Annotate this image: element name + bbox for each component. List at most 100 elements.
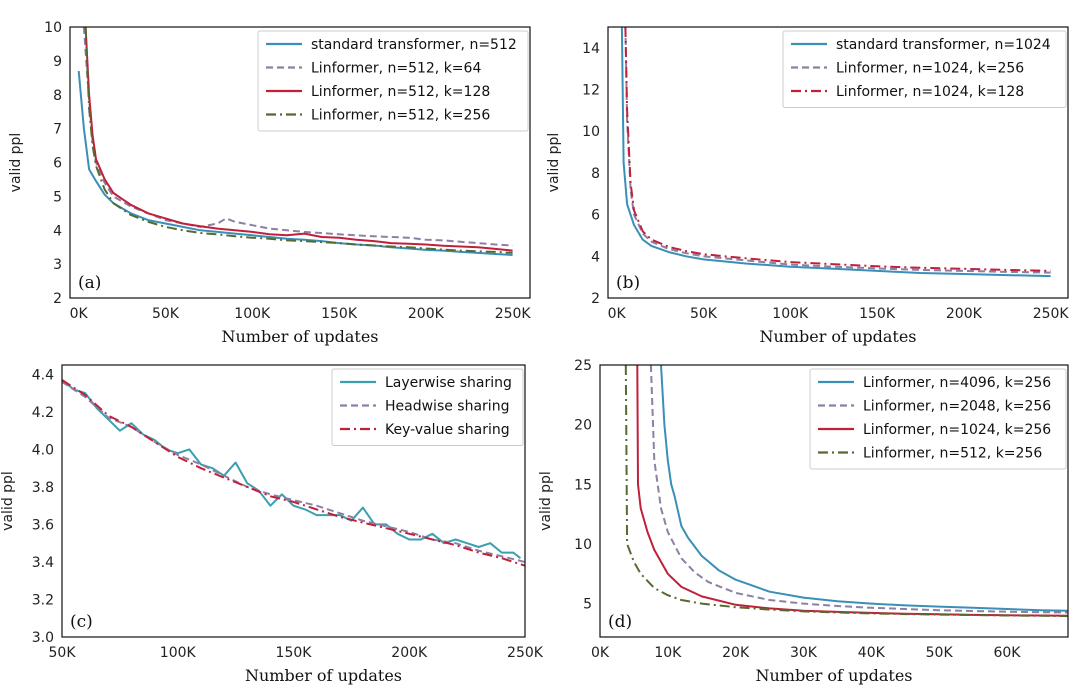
y-tick-label: 15: [574, 477, 592, 493]
series-line-0: [77, 70, 513, 256]
y-axis-label: valid ppl: [538, 471, 554, 531]
y-tick-label: 4: [53, 223, 62, 239]
panel-2: 50K 100K 150K 200K 250K 3.0 3.2 3.4 3.6 3.8 4.0 4.2…: [0, 364, 544, 685]
x-tick-label: 250K: [495, 306, 532, 322]
y-tick-label: 25: [574, 358, 592, 374]
series-line-1: [649, 365, 1068, 614]
y-tick-label: 10: [582, 124, 600, 140]
series-group: [77, 27, 513, 256]
y-tick-label: 3.8: [32, 480, 54, 496]
legend-box: [782, 30, 1067, 108]
legend-box: [809, 368, 1067, 470]
plot-frame: [599, 364, 1069, 638]
legend-entry: Linformer, n=4096, k=256: [863, 375, 1051, 391]
y-tick-label: 3.4: [32, 555, 54, 571]
legend-box: [257, 30, 529, 132]
y-tick-label: 5: [583, 597, 592, 613]
plot-frame: [61, 364, 526, 638]
x-tick-label: 0K: [591, 645, 610, 661]
y-tick-label: 2: [591, 291, 600, 307]
legend-entry: Linformer, n=1024, k=128: [836, 84, 1024, 100]
series-line-1: [62, 381, 525, 563]
y-tick-label: 12: [582, 83, 600, 99]
y-tick-label: 4.2: [32, 405, 54, 421]
legend-entry: Linformer, n=512, k=256: [863, 446, 1042, 462]
x-tick-label: 200K: [391, 645, 428, 661]
x-tick-label: 40K: [858, 645, 886, 661]
plot-frame: [69, 26, 531, 299]
y-tick-label: 14: [582, 41, 600, 57]
legend-entry: Key-value sharing: [385, 422, 510, 438]
y-tick-label: 3.2: [32, 592, 54, 608]
x-tick-label: 30K: [790, 645, 818, 661]
y-tick-label: 3.0: [32, 630, 54, 646]
panel-3: 0K 10K 20K 30K 40K 50K 60K 5 10 15 20 25 Number of u…: [538, 358, 1069, 685]
x-tick-label: 50K: [49, 645, 77, 661]
y-axis-label: valid ppl: [8, 133, 24, 193]
panel-label: (c): [70, 612, 93, 632]
series-line-1: [624, 27, 1051, 274]
x-axis-label: Number of updates: [760, 327, 917, 346]
x-tick-label: 250K: [1033, 306, 1070, 322]
y-tick-label: 2: [53, 291, 62, 307]
legend-entry: standard transformer, n=512: [311, 37, 517, 53]
panel-1: 0K 50K 100K 150K 200K 250K 2 4 6 8 10 12 14 Number of…: [546, 26, 1070, 346]
x-axis-label: Number of updates: [222, 327, 379, 346]
y-tick-label: 3.6: [32, 517, 54, 533]
legend-box: [331, 368, 524, 446]
y-tick-label: 7: [53, 122, 62, 138]
y-tick-label: 6: [591, 208, 600, 224]
x-tick-label: 0K: [70, 306, 89, 322]
panel-label: (b): [616, 273, 640, 293]
legend-entry: standard transformer, n=1024: [836, 37, 1051, 53]
panel-0: 0K 50K 100K 150K 200K 250K 2 3 4 5 6 7 8 9 10 Number of…: [8, 20, 531, 346]
series-line-1: [82, 27, 513, 247]
x-tick-label: 150K: [321, 306, 358, 322]
series-group: [624, 365, 1068, 618]
x-tick-label: 10K: [654, 645, 682, 661]
x-tick-label: 150K: [859, 306, 896, 322]
x-tick-label: 100K: [160, 645, 197, 661]
y-tick-label: 8: [53, 88, 62, 104]
legend-entry: Linformer, n=512, k=64: [311, 61, 481, 77]
x-tick-label: 150K: [276, 645, 313, 661]
y-tick-label: 10: [44, 20, 62, 36]
series-line-2: [84, 27, 513, 252]
series-line-2: [636, 365, 1068, 617]
legend-entry: Linformer, n=1024, k=256: [836, 61, 1024, 77]
legend-entry: Linformer, n=2048, k=256: [863, 399, 1051, 415]
series-line-2: [624, 27, 1051, 272]
x-tick-label: 100K: [234, 306, 271, 322]
x-tick-label: 100K: [772, 306, 809, 322]
x-tick-label: 20K: [722, 645, 750, 661]
x-tick-label: 50K: [926, 645, 954, 661]
x-tick-label: 50K: [152, 306, 180, 322]
y-axis-label: valid ppl: [0, 471, 16, 531]
x-tick-label: 250K: [507, 645, 544, 661]
legend: Linformer, n=4096, k=256 Linformer, n=204…: [809, 368, 1067, 470]
legend: Layerwise sharing Headwise sharing Key-val…: [331, 368, 524, 446]
y-tick-label: 3: [53, 257, 62, 273]
x-tick-label: 200K: [408, 306, 445, 322]
y-tick-label: 4: [591, 249, 600, 265]
series-line-0: [660, 365, 1068, 612]
y-tick-label: 8: [591, 166, 600, 182]
series-line-0: [620, 27, 1051, 278]
x-tick-label: 60K: [993, 645, 1021, 661]
x-tick-label: 200K: [946, 306, 983, 322]
x-tick-label: 50K: [690, 306, 718, 322]
x-tick-label: 0K: [608, 306, 627, 322]
x-axis-label: Number of updates: [756, 666, 913, 685]
legend: standard transformer, n=512 Linformer, n=…: [257, 30, 529, 132]
y-tick-label: 4.4: [32, 367, 54, 383]
legend: standard transformer, n=1024 Linformer, n…: [782, 30, 1067, 108]
y-axis-label: valid ppl: [546, 133, 562, 193]
legend-entry: Layerwise sharing: [385, 375, 512, 391]
x-axis-label: Number of updates: [245, 666, 402, 685]
series-line-3: [84, 27, 513, 254]
legend-entry: Linformer, n=1024, k=256: [863, 422, 1051, 438]
legend-entry: Headwise sharing: [385, 399, 509, 415]
legend-entry: Linformer, n=512, k=256: [311, 108, 490, 124]
legend-entry: Linformer, n=512, k=128: [311, 84, 490, 100]
